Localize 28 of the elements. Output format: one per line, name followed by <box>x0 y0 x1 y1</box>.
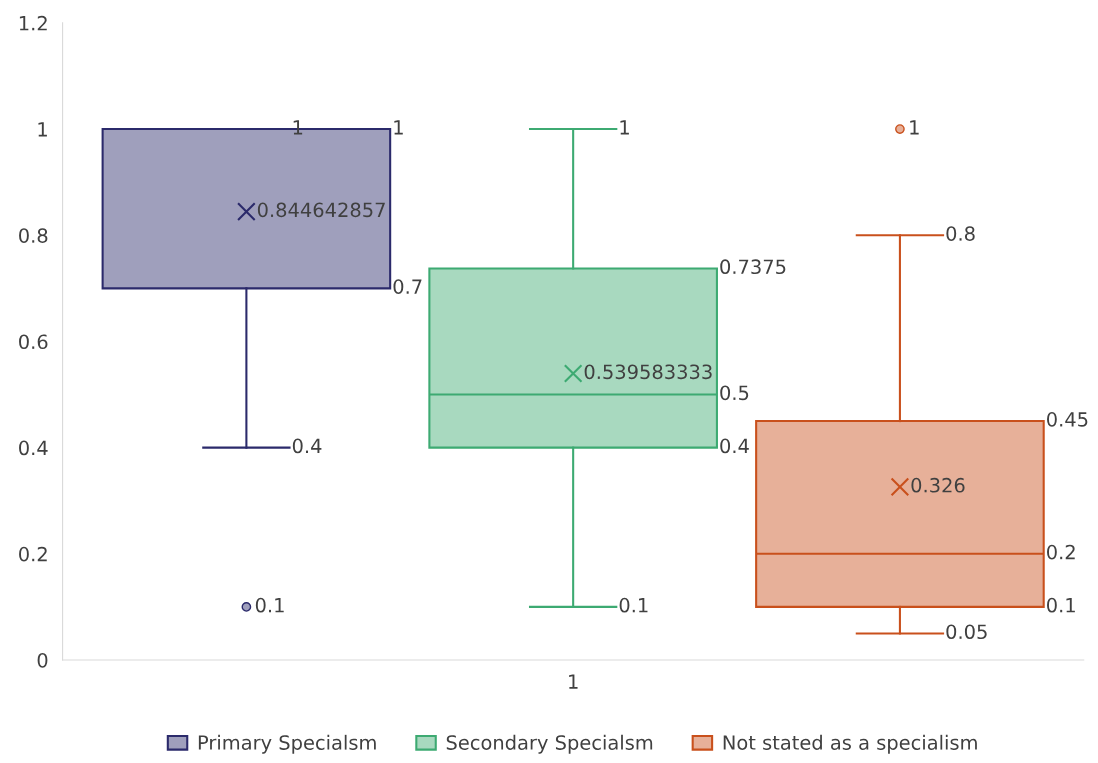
y-tick-label: 0.8 <box>19 228 48 243</box>
y-tick-label: 0.2 <box>19 546 47 562</box>
text: 0.05 <box>946 624 987 640</box>
text: 0.539583333 <box>584 364 712 380</box>
text: 0.5 <box>720 385 749 401</box>
legend-label: Not stated as a specialism <box>723 734 977 754</box>
y-tick-label: 1.2 <box>19 15 47 31</box>
text: 1 <box>910 120 919 135</box>
text: 0.45 <box>1047 412 1088 427</box>
text: 0.4 <box>292 438 322 454</box>
text: 0.7375 <box>720 259 786 275</box>
text: 0.326 <box>911 477 965 493</box>
legend-label: Primary Specialsm <box>198 734 376 754</box>
text: 0.1 <box>255 597 284 613</box>
y-tick-label: 0.6 <box>19 334 48 350</box>
text: 0.4 <box>720 438 749 454</box>
text: 0.8 <box>946 226 975 241</box>
text: 0.1 <box>1047 597 1075 613</box>
text: 0.2 <box>1047 544 1075 560</box>
text: 0.844642857 <box>257 202 385 218</box>
y-tick-label: 1 <box>38 122 47 137</box>
legend-label: Secondary Specialsm <box>446 734 653 754</box>
text: 0.1 <box>619 597 648 613</box>
text: 1 <box>620 120 629 135</box>
y-tick-label: 0 <box>37 652 48 668</box>
text: 1 <box>394 120 403 135</box>
text: 0.7 <box>393 279 422 294</box>
y-tick-label: 0.4 <box>19 440 48 456</box>
